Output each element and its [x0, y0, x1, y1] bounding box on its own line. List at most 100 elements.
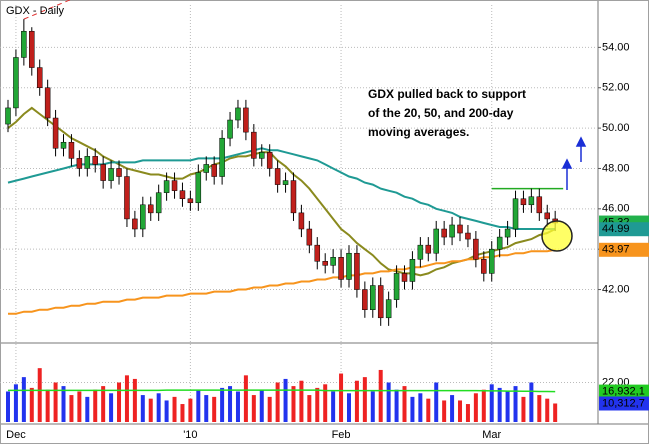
volume-bar [45, 389, 50, 422]
candle-body [219, 137, 225, 177]
candle-body [377, 285, 384, 319]
candle-body [243, 107, 249, 133]
volume-bar [259, 389, 264, 422]
candle-body [227, 119, 233, 139]
candle-body [441, 228, 447, 238]
candle-body [433, 228, 439, 254]
volume-bar [505, 391, 510, 422]
x-tick-label: Mar [482, 429, 501, 441]
volume-bar [426, 398, 431, 422]
chart-title: GDX - Daily [6, 5, 65, 17]
volume-bar [212, 396, 217, 422]
y-tick-label: 42.00 [602, 283, 630, 295]
candle-body [21, 30, 27, 58]
candle-body [298, 212, 305, 230]
candle-body [346, 252, 352, 280]
volume-bar [235, 391, 240, 422]
annotation: GDX pulled back to support [368, 87, 526, 101]
volume-bar [521, 396, 526, 422]
volume-bar [172, 396, 177, 422]
price-tag [599, 222, 649, 237]
candle-body [282, 180, 289, 185]
candle-body [457, 224, 463, 234]
volume-bar [109, 393, 114, 422]
volume-bar [553, 403, 558, 422]
volume-tag [599, 396, 649, 411]
volume-bar [85, 396, 90, 422]
volume-bar [243, 375, 248, 422]
volume-bar [537, 395, 542, 422]
volume-bar [458, 400, 463, 422]
volume-bar [291, 386, 296, 422]
volume-bar [481, 389, 486, 422]
marks [0, 0, 601, 422]
candle-body [171, 180, 178, 191]
candle-body [409, 259, 416, 282]
moving-average [8, 248, 556, 315]
candle-body [187, 198, 194, 204]
candle-body [496, 236, 503, 250]
candle-body [100, 164, 106, 181]
volume-bar [299, 380, 304, 422]
volume-bar [77, 391, 82, 422]
volume-bar [164, 400, 169, 422]
y-tick-label: 54.00 [602, 41, 630, 53]
candle-body [330, 257, 336, 266]
volume-bar [204, 395, 209, 422]
volume-bar [339, 373, 344, 422]
candle-body [179, 190, 186, 199]
volume-bar [473, 393, 478, 422]
volume-bar [29, 387, 34, 422]
candle-body [5, 107, 11, 125]
candle-body [155, 192, 162, 214]
y-tick-label: 52.00 [602, 82, 630, 94]
candle-body [306, 228, 313, 246]
candle-body [528, 196, 535, 206]
arrow [575, 136, 587, 162]
volume-bar [402, 386, 407, 422]
volume-bar [228, 386, 233, 422]
volume-bar [378, 369, 383, 422]
volume-bar [220, 387, 225, 422]
volume-bar [37, 368, 42, 422]
candle-body [203, 164, 209, 173]
candle-body [132, 218, 138, 230]
candle-body [362, 289, 368, 310]
candle-body [211, 164, 217, 177]
candle-body [512, 198, 519, 230]
candle-body [108, 168, 114, 181]
candle-body [504, 228, 511, 238]
volume-bar [489, 384, 494, 422]
candle-body [488, 248, 495, 274]
volume-bar [529, 382, 534, 422]
candle-body [314, 244, 321, 262]
candle-body [163, 180, 170, 193]
candle-body [266, 152, 273, 169]
volume-bar [315, 387, 320, 422]
candle-body [536, 196, 543, 214]
candle-body [140, 204, 146, 230]
candle-body [338, 257, 344, 280]
volume-bar [267, 396, 272, 422]
volume-bar [93, 389, 98, 422]
volume-bar [394, 389, 399, 422]
volume-bar [61, 386, 66, 422]
volume-average [8, 389, 556, 393]
highlight-circle [541, 220, 573, 252]
volume-tag-label: 10,312,7 [602, 397, 645, 409]
y-tick-label: 50.00 [602, 122, 630, 134]
arrow [561, 158, 573, 190]
candle-body [36, 67, 43, 88]
candle-body [481, 259, 487, 274]
y-tick-label: 48.00 [602, 162, 630, 174]
volume-bar [410, 396, 415, 422]
volume-bar [497, 387, 502, 422]
volume-bar [196, 389, 201, 422]
volume-bar [13, 384, 18, 422]
volume-bar [386, 382, 391, 422]
volume-bar [545, 398, 550, 422]
candle-body [274, 168, 281, 185]
candle-body [401, 273, 408, 282]
volume-bar [346, 393, 351, 422]
